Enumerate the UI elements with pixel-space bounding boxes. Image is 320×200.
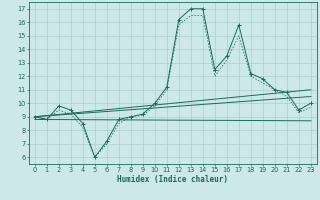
X-axis label: Humidex (Indice chaleur): Humidex (Indice chaleur) [117,175,228,184]
